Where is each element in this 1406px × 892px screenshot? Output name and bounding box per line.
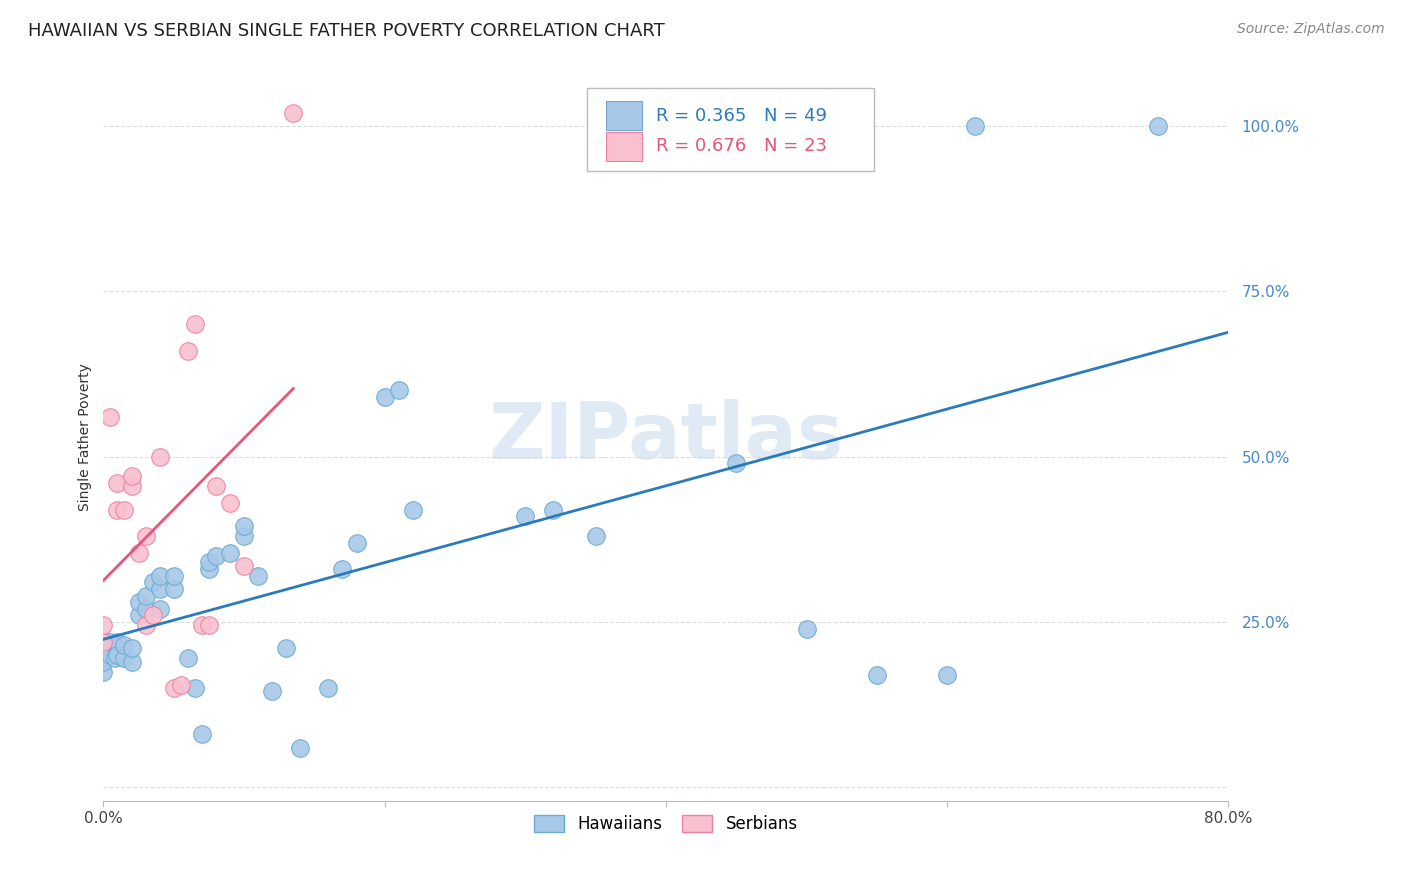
Point	[149, 450, 172, 464]
Point	[107, 476, 129, 491]
Point	[198, 562, 221, 576]
Point	[93, 618, 115, 632]
Point	[219, 545, 242, 559]
Point	[965, 119, 987, 133]
Point	[585, 529, 607, 543]
Point	[93, 635, 115, 649]
Point	[177, 343, 200, 358]
Point	[128, 545, 150, 559]
Bar	[606, 101, 643, 130]
Point	[374, 390, 396, 404]
Point	[388, 384, 411, 398]
Point	[866, 668, 889, 682]
Point	[135, 618, 157, 632]
Point	[184, 681, 207, 695]
Y-axis label: Single Father Poverty: Single Father Poverty	[79, 363, 93, 511]
Point	[100, 648, 122, 662]
Point	[233, 529, 256, 543]
Text: N = 49: N = 49	[763, 107, 827, 125]
Point	[796, 622, 818, 636]
Point	[198, 556, 221, 570]
Text: Source: ZipAtlas.com: Source: ZipAtlas.com	[1237, 22, 1385, 37]
Point	[107, 648, 129, 662]
Point	[725, 456, 748, 470]
Point	[121, 655, 143, 669]
Point	[121, 641, 143, 656]
Text: R = 0.676: R = 0.676	[655, 137, 747, 155]
Point	[121, 479, 143, 493]
Point	[114, 638, 136, 652]
FancyBboxPatch shape	[588, 87, 875, 171]
Point	[219, 496, 242, 510]
Point	[93, 665, 115, 679]
Point	[332, 562, 354, 576]
Point	[107, 502, 129, 516]
Point	[170, 678, 193, 692]
Point	[93, 655, 115, 669]
Point	[191, 727, 214, 741]
Point	[283, 105, 305, 120]
Point	[247, 568, 270, 582]
Point	[135, 601, 157, 615]
Text: ZIPatlas: ZIPatlas	[488, 399, 844, 475]
Point	[402, 502, 425, 516]
Point	[276, 641, 298, 656]
Point	[198, 618, 221, 632]
Point	[233, 558, 256, 573]
Point	[100, 635, 122, 649]
Point	[149, 568, 172, 582]
Point	[191, 618, 214, 632]
Bar	[606, 132, 643, 161]
Point	[233, 519, 256, 533]
Point	[163, 681, 186, 695]
Point	[149, 582, 172, 596]
Point	[290, 740, 312, 755]
Point	[515, 509, 537, 524]
Point	[114, 651, 136, 665]
Text: N = 23: N = 23	[763, 137, 827, 155]
Point	[114, 502, 136, 516]
Point	[135, 589, 157, 603]
Text: HAWAIIAN VS SERBIAN SINGLE FATHER POVERTY CORRELATION CHART: HAWAIIAN VS SERBIAN SINGLE FATHER POVERT…	[28, 22, 665, 40]
Point	[135, 529, 157, 543]
Point	[128, 595, 150, 609]
Point	[318, 681, 340, 695]
Point	[121, 469, 143, 483]
Point	[100, 409, 122, 424]
Point	[205, 479, 228, 493]
Legend: Hawaiians, Serbians: Hawaiians, Serbians	[527, 808, 804, 839]
Point	[142, 575, 165, 590]
Point	[936, 668, 959, 682]
Point	[104, 651, 127, 665]
Point	[128, 608, 150, 623]
Point	[543, 502, 565, 516]
Point	[1147, 119, 1170, 133]
Point	[142, 608, 165, 623]
Point	[184, 318, 207, 332]
Point	[163, 568, 186, 582]
Text: R = 0.365: R = 0.365	[655, 107, 747, 125]
Point	[346, 535, 368, 549]
Point	[177, 651, 200, 665]
Point	[205, 549, 228, 563]
Point	[149, 601, 172, 615]
Point	[262, 684, 284, 698]
Point	[107, 635, 129, 649]
Point	[163, 582, 186, 596]
